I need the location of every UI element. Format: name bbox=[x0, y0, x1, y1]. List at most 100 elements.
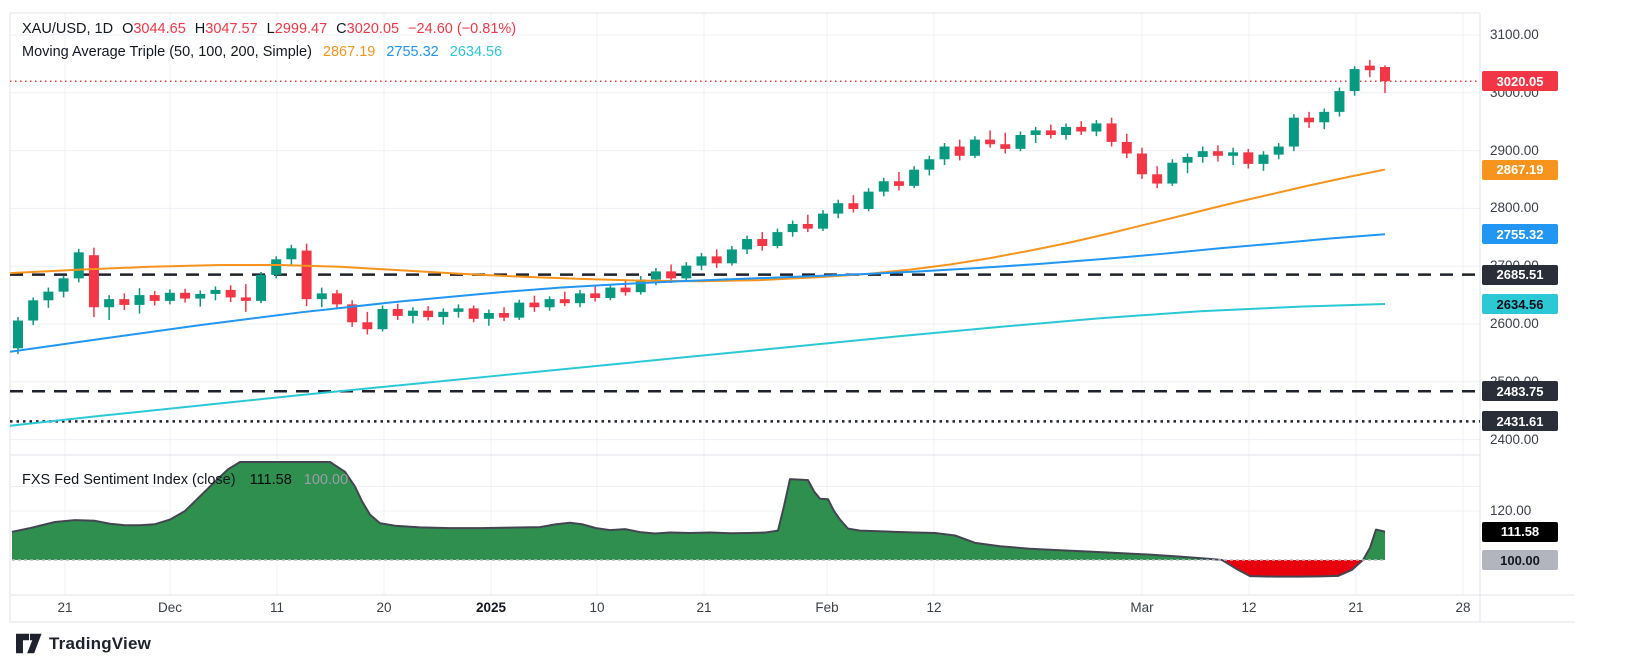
time-axis-label: Mar bbox=[1130, 600, 1154, 615]
tradingview-logo-text: TradingView bbox=[49, 634, 152, 653]
candle-body bbox=[848, 203, 859, 209]
price-badge: 2755.32 bbox=[1482, 224, 1558, 245]
time-axis[interactable]: 21 Dec 11 20 2025 10 21 Feb 12 Mar 12 21 28 bbox=[10, 596, 1570, 622]
sentiment-area-negative bbox=[12, 560, 1385, 577]
candle-body bbox=[1304, 117, 1315, 123]
candle-body bbox=[331, 293, 342, 305]
candle-body bbox=[362, 322, 373, 330]
candle-body bbox=[1091, 123, 1102, 132]
candle-body bbox=[969, 139, 980, 156]
price-tick-label: 2600.00 bbox=[1490, 316, 1539, 331]
candle-body bbox=[924, 159, 935, 170]
ohlc-key: C bbox=[336, 21, 347, 37]
candle-body bbox=[1319, 111, 1330, 123]
candle-body bbox=[1288, 117, 1299, 147]
candle-body bbox=[1076, 126, 1087, 132]
candle-body bbox=[134, 295, 145, 305]
candlestick-series bbox=[13, 59, 1390, 355]
sentiment-legend[interactable]: FXS Fed Sentiment Index (close) 111.58 100… bbox=[22, 472, 348, 488]
candle-body bbox=[13, 320, 23, 349]
sentiment-value: 111.58 bbox=[249, 472, 292, 488]
ohlc-value: 3020.05 bbox=[346, 21, 400, 37]
price-badge: 2685.51 bbox=[1482, 264, 1558, 285]
candle-body bbox=[423, 310, 434, 318]
candle-body bbox=[878, 181, 889, 192]
time-axis-label: 20 bbox=[376, 600, 392, 615]
time-axis-label: Feb bbox=[815, 600, 839, 615]
candle-body bbox=[696, 256, 707, 266]
candle-body bbox=[833, 203, 844, 214]
ohlc-values: O3044.65 H3047.57 L2999.47 C3020.05 bbox=[113, 21, 399, 37]
candle-body bbox=[271, 259, 282, 275]
candle-body bbox=[985, 139, 996, 145]
candle-body bbox=[256, 274, 267, 301]
candle-body bbox=[1182, 156, 1193, 163]
candle-body bbox=[1152, 174, 1163, 184]
candle-body bbox=[1349, 69, 1360, 92]
price-tick-label: 2800.00 bbox=[1490, 200, 1539, 216]
candle-body bbox=[939, 146, 950, 160]
candle-body bbox=[43, 291, 54, 301]
symbol-legend[interactable]: XAU/USD, 1D O3044.65 H3047.57 L2999.47 C3020… bbox=[22, 21, 516, 37]
candle-body bbox=[392, 308, 403, 316]
candle-body bbox=[666, 271, 677, 279]
candle-body bbox=[1015, 134, 1026, 149]
candle-body bbox=[635, 279, 646, 293]
candle-body bbox=[1243, 152, 1254, 164]
time-axis-label: 2025 bbox=[475, 600, 507, 615]
price-axis[interactable]: 3100.003000.002900.002800.002700.002600.… bbox=[1481, 13, 1640, 595]
candle-body bbox=[1136, 153, 1147, 175]
candle-body bbox=[909, 169, 920, 186]
candle-body bbox=[1061, 126, 1072, 135]
candle-body bbox=[377, 308, 388, 330]
time-axis-label: 12 bbox=[926, 600, 942, 615]
ohlc-key: H bbox=[194, 21, 206, 37]
candle-body bbox=[1212, 151, 1223, 156]
price-badge: 111.58 bbox=[1482, 521, 1558, 542]
candle-body bbox=[772, 232, 783, 246]
candle-body bbox=[1273, 146, 1284, 155]
ohlc-value: 2999.47 bbox=[274, 21, 328, 37]
time-axis-label: 21 bbox=[57, 600, 73, 615]
ohlc-value: 3047.57 bbox=[205, 21, 258, 37]
candle-body bbox=[195, 293, 206, 299]
candle-body bbox=[559, 299, 570, 304]
price-badge: 2867.19 bbox=[1482, 159, 1558, 180]
candle-body bbox=[1197, 151, 1208, 157]
candle-body bbox=[347, 304, 358, 323]
indicator-values: 2867.19 2755.32 2634.56 bbox=[312, 44, 502, 60]
candle-body bbox=[180, 292, 191, 299]
ohlc-value: 3044.65 bbox=[133, 21, 186, 37]
ma-value: 2755.32 bbox=[386, 44, 439, 60]
indicator-label: Moving Average Triple (50, 100, 200, Sim… bbox=[22, 44, 312, 60]
sentiment-line bbox=[11, 461, 1386, 578]
candle-body bbox=[544, 299, 555, 308]
candle-body bbox=[73, 252, 84, 279]
sentiment-area-positive bbox=[12, 462, 1385, 560]
candle-body bbox=[742, 239, 753, 250]
candle-body bbox=[1106, 123, 1117, 142]
tradingview-logo-icon bbox=[16, 633, 42, 654]
candle-body bbox=[802, 224, 813, 229]
candle-body bbox=[225, 289, 236, 298]
price-badge: 2634.56 bbox=[1482, 294, 1558, 315]
candle-body bbox=[605, 287, 616, 298]
time-axis-label: 12 bbox=[1241, 600, 1257, 615]
candle-body bbox=[438, 311, 449, 318]
ma-line-sma100 bbox=[10, 233, 1386, 353]
candle-body bbox=[1364, 65, 1375, 71]
candle-body bbox=[286, 248, 297, 260]
candle-body bbox=[164, 292, 175, 301]
candle-body bbox=[818, 213, 829, 229]
tradingview-logo[interactable]: TradingView bbox=[16, 633, 151, 655]
candle-body bbox=[681, 265, 692, 279]
indicator-legend[interactable]: Moving Average Triple (50, 100, 200, Sim… bbox=[22, 44, 502, 60]
candle-body bbox=[316, 293, 327, 300]
candle-body bbox=[620, 287, 631, 293]
ohlc-key: L bbox=[266, 21, 275, 37]
candle-body bbox=[1000, 144, 1011, 149]
price-badge: 100.00 bbox=[1482, 550, 1558, 570]
candle-body bbox=[1045, 130, 1056, 135]
candle-body bbox=[1030, 130, 1041, 135]
